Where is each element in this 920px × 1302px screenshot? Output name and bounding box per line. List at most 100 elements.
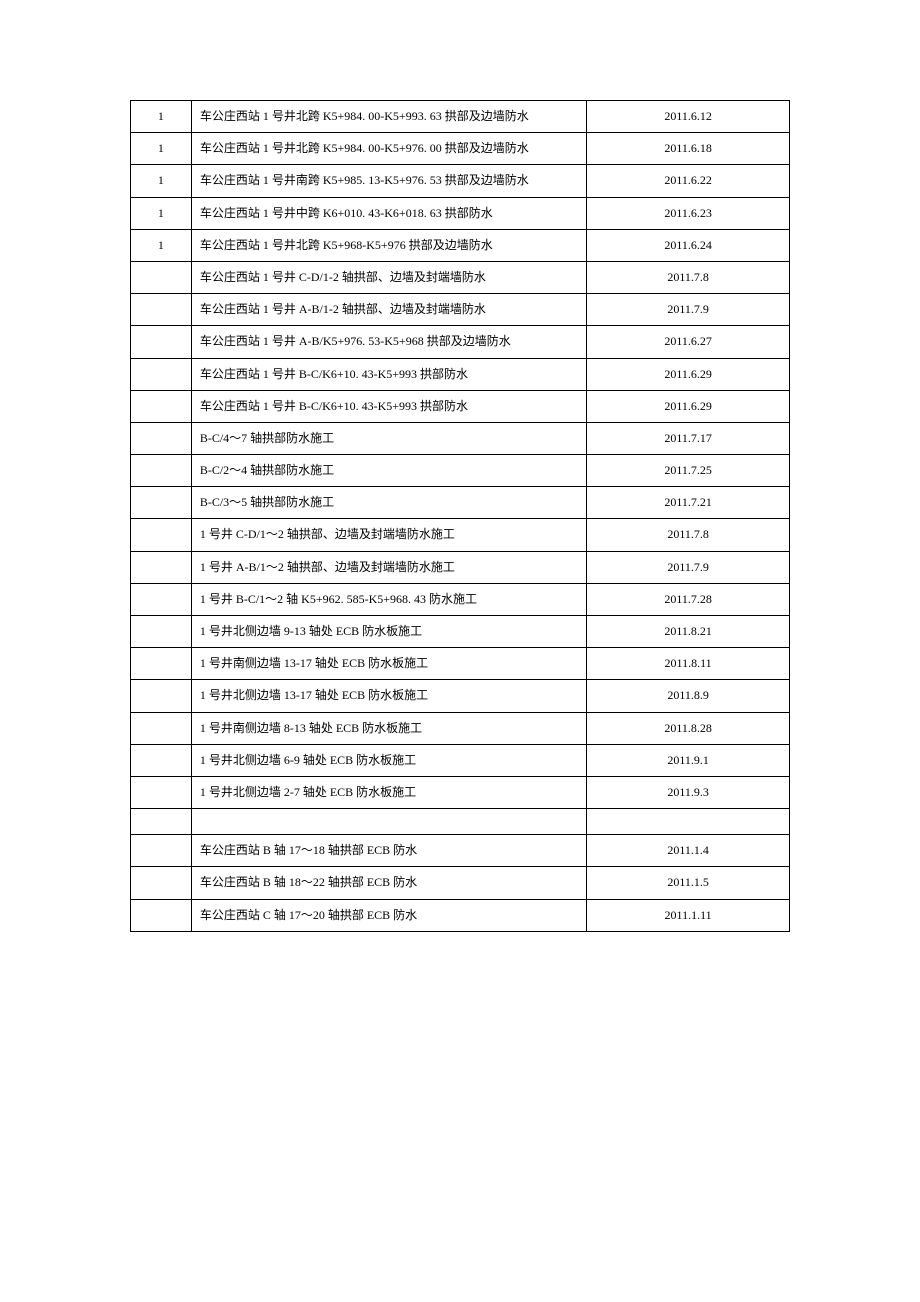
date-cell: 2011.6.23 <box>587 197 790 229</box>
table-row: 1车公庄西站 1 号井北跨 K5+984. 00-K5+976. 00 拱部及边… <box>131 133 790 165</box>
row-number-cell <box>131 680 192 712</box>
table-row: 车公庄西站 C 轴 17～20 轴拱部 ECB 防水2011.1.11 <box>131 899 790 931</box>
description-cell: 1 号井 A-B/1～2 轴拱部、边墙及封端墙防水施工 <box>191 551 586 583</box>
date-cell: 2011.6.24 <box>587 229 790 261</box>
description-cell: 1 号井 C-D/1～2 轴拱部、边墙及封端墙防水施工 <box>191 519 586 551</box>
table-row: 1 号井北侧边墙 6-9 轴处 ECB 防水板施工2011.9.1 <box>131 744 790 776</box>
description-cell: 车公庄西站 C 轴 17～20 轴拱部 ECB 防水 <box>191 899 586 931</box>
date-cell: 2011.7.28 <box>587 583 790 615</box>
description-cell: 车公庄西站 1 号井北跨 K5+968-K5+976 拱部及边墙防水 <box>191 229 586 261</box>
date-cell: 2011.6.29 <box>587 358 790 390</box>
date-cell: 2011.6.27 <box>587 326 790 358</box>
table-row: 车公庄西站 1 号井 A-B/K5+976. 53-K5+968 拱部及边墙防水… <box>131 326 790 358</box>
description-cell: 车公庄西站 1 号井 C-D/1-2 轴拱部、边墙及封端墙防水 <box>191 261 586 293</box>
date-cell: 2011.7.9 <box>587 294 790 326</box>
row-number-cell <box>131 899 192 931</box>
row-number-cell <box>131 744 192 776</box>
table-row: 车公庄西站 B 轴 17～18 轴拱部 ECB 防水2011.1.4 <box>131 835 790 867</box>
date-cell: 2011.8.21 <box>587 616 790 648</box>
date-cell: 2011.1.5 <box>587 867 790 899</box>
table-row: 车公庄西站 1 号井 B-C/K6+10. 43-K5+993 拱部防水2011… <box>131 390 790 422</box>
description-cell: 1 号井北侧边墙 6-9 轴处 ECB 防水板施工 <box>191 744 586 776</box>
table-row: 1 号井北侧边墙 9-13 轴处 ECB 防水板施工2011.8.21 <box>131 616 790 648</box>
row-number-cell: 1 <box>131 101 192 133</box>
row-number-cell <box>131 261 192 293</box>
row-number-cell <box>131 326 192 358</box>
date-cell: 2011.8.9 <box>587 680 790 712</box>
description-cell: 车公庄西站 1 号井北跨 K5+984. 00-K5+993. 63 拱部及边墙… <box>191 101 586 133</box>
row-number-cell <box>131 616 192 648</box>
description-cell: B-C/2～4 轴拱部防水施工 <box>191 455 586 487</box>
table-body: 1车公庄西站 1 号井北跨 K5+984. 00-K5+993. 63 拱部及边… <box>131 101 790 932</box>
date-cell: 2011.7.8 <box>587 261 790 293</box>
description-cell: 车公庄西站 1 号井北跨 K5+984. 00-K5+976. 00 拱部及边墙… <box>191 133 586 165</box>
date-cell: 2011.9.3 <box>587 776 790 808</box>
row-number-cell <box>131 487 192 519</box>
table-row: 车公庄西站 1 号井 B-C/K6+10. 43-K5+993 拱部防水2011… <box>131 358 790 390</box>
description-cell: 1 号井南侧边墙 8-13 轴处 ECB 防水板施工 <box>191 712 586 744</box>
date-cell: 2011.8.28 <box>587 712 790 744</box>
row-number-cell <box>131 519 192 551</box>
date-cell: 2011.9.1 <box>587 744 790 776</box>
date-cell: 2011.6.22 <box>587 165 790 197</box>
row-number-cell <box>131 455 192 487</box>
table-row: 1车公庄西站 1 号井中跨 K6+010. 43-K6+018. 63 拱部防水… <box>131 197 790 229</box>
table-row: 1 号井 C-D/1～2 轴拱部、边墙及封端墙防水施工2011.7.8 <box>131 519 790 551</box>
row-number-cell <box>131 583 192 615</box>
row-number-cell: 1 <box>131 197 192 229</box>
date-cell: 2011.6.29 <box>587 390 790 422</box>
description-cell: B-C/3～5 轴拱部防水施工 <box>191 487 586 519</box>
table-row: 车公庄西站 B 轴 18～22 轴拱部 ECB 防水2011.1.5 <box>131 867 790 899</box>
table-row: 1 号井北侧边墙 13-17 轴处 ECB 防水板施工2011.8.9 <box>131 680 790 712</box>
table-row: 车公庄西站 1 号井 C-D/1-2 轴拱部、边墙及封端墙防水2011.7.8 <box>131 261 790 293</box>
construction-schedule-table: 1车公庄西站 1 号井北跨 K5+984. 00-K5+993. 63 拱部及边… <box>130 100 790 932</box>
description-cell <box>191 809 586 835</box>
table-row: 1车公庄西站 1 号井南跨 K5+985. 13-K5+976. 53 拱部及边… <box>131 165 790 197</box>
row-number-cell <box>131 867 192 899</box>
description-cell: 车公庄西站 1 号井南跨 K5+985. 13-K5+976. 53 拱部及边墙… <box>191 165 586 197</box>
table-row: 1 号井南侧边墙 8-13 轴处 ECB 防水板施工2011.8.28 <box>131 712 790 744</box>
description-cell: 车公庄西站 B 轴 18～22 轴拱部 ECB 防水 <box>191 867 586 899</box>
table-row: B-C/4～7 轴拱部防水施工2011.7.17 <box>131 422 790 454</box>
row-number-cell <box>131 422 192 454</box>
table-row <box>131 809 790 835</box>
table-row: 1 号井 B-C/1～2 轴 K5+962. 585-K5+968. 43 防水… <box>131 583 790 615</box>
row-number-cell <box>131 358 192 390</box>
row-number-cell <box>131 712 192 744</box>
description-cell: 车公庄西站 1 号井 A-B/1-2 轴拱部、边墙及封端墙防水 <box>191 294 586 326</box>
date-cell: 2011.7.8 <box>587 519 790 551</box>
row-number-cell: 1 <box>131 229 192 261</box>
description-cell: 1 号井北侧边墙 2-7 轴处 ECB 防水板施工 <box>191 776 586 808</box>
description-cell: 1 号井 B-C/1～2 轴 K5+962. 585-K5+968. 43 防水… <box>191 583 586 615</box>
table-row: 1 号井 A-B/1～2 轴拱部、边墙及封端墙防水施工2011.7.9 <box>131 551 790 583</box>
row-number-cell <box>131 809 192 835</box>
description-cell: 车公庄西站 1 号井 B-C/K6+10. 43-K5+993 拱部防水 <box>191 390 586 422</box>
date-cell: 2011.8.11 <box>587 648 790 680</box>
date-cell: 2011.7.21 <box>587 487 790 519</box>
description-cell: 车公庄西站 1 号井 A-B/K5+976. 53-K5+968 拱部及边墙防水 <box>191 326 586 358</box>
date-cell <box>587 809 790 835</box>
table-row: 1车公庄西站 1 号井北跨 K5+984. 00-K5+993. 63 拱部及边… <box>131 101 790 133</box>
row-number-cell <box>131 835 192 867</box>
table-row: B-C/2～4 轴拱部防水施工2011.7.25 <box>131 455 790 487</box>
description-cell: 车公庄西站 1 号井中跨 K6+010. 43-K6+018. 63 拱部防水 <box>191 197 586 229</box>
row-number-cell: 1 <box>131 133 192 165</box>
table-row: 1 号井北侧边墙 2-7 轴处 ECB 防水板施工2011.9.3 <box>131 776 790 808</box>
description-cell: 车公庄西站 B 轴 17～18 轴拱部 ECB 防水 <box>191 835 586 867</box>
row-number-cell <box>131 390 192 422</box>
date-cell: 2011.1.11 <box>587 899 790 931</box>
table-row: B-C/3～5 轴拱部防水施工2011.7.21 <box>131 487 790 519</box>
row-number-cell <box>131 776 192 808</box>
row-number-cell <box>131 648 192 680</box>
description-cell: 1 号井北侧边墙 9-13 轴处 ECB 防水板施工 <box>191 616 586 648</box>
date-cell: 2011.7.25 <box>587 455 790 487</box>
row-number-cell: 1 <box>131 165 192 197</box>
description-cell: 1 号井北侧边墙 13-17 轴处 ECB 防水板施工 <box>191 680 586 712</box>
date-cell: 2011.7.17 <box>587 422 790 454</box>
row-number-cell <box>131 294 192 326</box>
description-cell: 1 号井南侧边墙 13-17 轴处 ECB 防水板施工 <box>191 648 586 680</box>
date-cell: 2011.6.18 <box>587 133 790 165</box>
date-cell: 2011.7.9 <box>587 551 790 583</box>
table-row: 车公庄西站 1 号井 A-B/1-2 轴拱部、边墙及封端墙防水2011.7.9 <box>131 294 790 326</box>
date-cell: 2011.6.12 <box>587 101 790 133</box>
